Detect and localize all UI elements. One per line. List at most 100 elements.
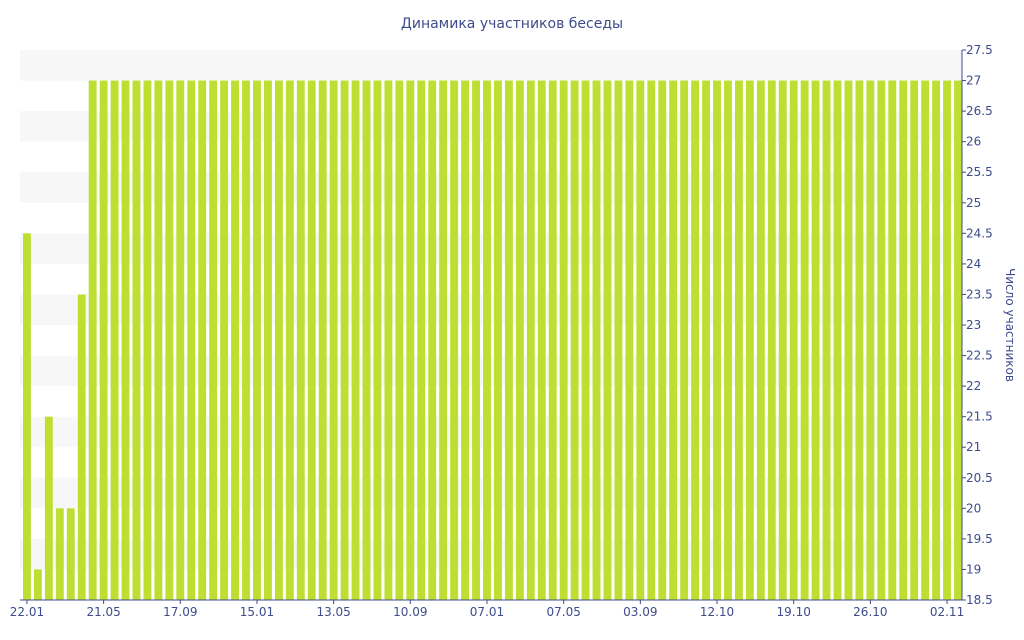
bar-82[interactable] <box>921 80 930 600</box>
y-tick-label: 22.5 <box>966 349 993 363</box>
x-tick-label: 13.05 <box>316 605 350 619</box>
bar-18[interactable] <box>220 80 229 600</box>
bar-20[interactable] <box>242 80 250 600</box>
bar-53[interactable] <box>603 80 612 600</box>
y-tick-label: 23.5 <box>966 287 993 301</box>
bar-66[interactable] <box>745 80 754 600</box>
bar-60[interactable] <box>680 80 689 600</box>
bar-44[interactable] <box>504 80 513 600</box>
x-axis-ticks: 22.01 21.05 17.09 15.01 13.05 10.09 07.01 07.05… <box>10 600 964 619</box>
bar-45[interactable] <box>515 80 524 600</box>
y-tick-label: 19 <box>966 562 981 576</box>
bar-63[interactable] <box>713 80 721 600</box>
bar-23[interactable] <box>274 80 283 600</box>
x-tick-label: 03.09 <box>623 605 657 619</box>
bar-35[interactable] <box>406 80 415 600</box>
bar-39[interactable] <box>450 80 459 600</box>
bar-30[interactable] <box>351 80 360 600</box>
bar-51[interactable] <box>581 80 590 600</box>
y-tick-label: 24.5 <box>966 226 993 240</box>
bar-47[interactable] <box>537 80 546 600</box>
bar-75[interactable] <box>844 80 853 600</box>
x-tick-label: 15.01 <box>240 605 274 619</box>
bar-57[interactable] <box>647 80 656 600</box>
bar-48[interactable] <box>548 80 557 600</box>
bar-37[interactable] <box>428 80 437 600</box>
bar-54[interactable] <box>614 80 623 600</box>
bar-85[interactable] <box>954 80 962 600</box>
bar-67[interactable] <box>756 80 765 600</box>
bar-74[interactable] <box>833 80 842 600</box>
bar-13[interactable] <box>165 80 174 600</box>
bar-11[interactable] <box>143 80 152 600</box>
bar-77[interactable] <box>866 80 875 600</box>
y-tick-label: 26.5 <box>966 104 993 118</box>
bar-7[interactable] <box>99 80 108 600</box>
bar-24[interactable] <box>285 80 294 600</box>
bar-69[interactable] <box>778 80 787 600</box>
bar-33[interactable] <box>384 80 393 600</box>
bar-49[interactable] <box>559 80 568 600</box>
bar-8[interactable] <box>110 80 119 600</box>
bar-0[interactable] <box>23 233 31 600</box>
bar-68[interactable] <box>767 80 776 600</box>
bar-19[interactable] <box>231 80 240 600</box>
bar-65[interactable] <box>734 80 743 600</box>
bar-73[interactable] <box>822 80 831 600</box>
bar-31[interactable] <box>362 80 371 600</box>
bar-16[interactable] <box>198 80 207 600</box>
bar-41[interactable] <box>472 80 480 600</box>
bar-28[interactable] <box>329 80 338 600</box>
bar-80[interactable] <box>899 80 908 600</box>
bar-55[interactable] <box>625 80 634 600</box>
bar-58[interactable] <box>658 80 667 600</box>
bar-56[interactable] <box>636 80 645 600</box>
bar-42[interactable] <box>483 80 491 600</box>
x-tick-label: 17.09 <box>163 605 197 619</box>
bar-15[interactable] <box>187 80 196 600</box>
bar-83[interactable] <box>932 80 941 600</box>
bar-70[interactable] <box>789 80 798 600</box>
bar-22[interactable] <box>263 80 272 600</box>
x-tick-label: 22.01 <box>10 605 44 619</box>
bar-14[interactable] <box>176 80 185 600</box>
bar-32[interactable] <box>373 80 382 600</box>
bar-9[interactable] <box>121 80 130 600</box>
bar-81[interactable] <box>910 80 919 600</box>
bar-76[interactable] <box>855 80 864 600</box>
bar-43[interactable] <box>494 80 502 600</box>
bar-64[interactable] <box>724 80 732 600</box>
y-tick-label: 21 <box>966 440 981 454</box>
bar-71[interactable] <box>800 80 809 600</box>
bar-10[interactable] <box>132 80 141 600</box>
bar-79[interactable] <box>888 80 897 600</box>
bar-78[interactable] <box>877 80 886 600</box>
bar-36[interactable] <box>417 80 426 600</box>
bar-6[interactable] <box>88 80 97 600</box>
x-tick-label: 10.09 <box>393 605 427 619</box>
bar-34[interactable] <box>395 80 404 600</box>
bar-4[interactable] <box>66 508 75 600</box>
bar-25[interactable] <box>296 80 305 600</box>
bar-1[interactable] <box>33 569 42 600</box>
bar-40[interactable] <box>461 80 470 600</box>
bar-29[interactable] <box>340 80 349 600</box>
bar-50[interactable] <box>570 80 579 600</box>
bar-52[interactable] <box>592 80 601 600</box>
bar-84[interactable] <box>943 80 951 600</box>
bar-21[interactable] <box>253 80 261 600</box>
bar-17[interactable] <box>209 80 218 600</box>
bar-46[interactable] <box>526 80 535 600</box>
bar-5[interactable] <box>77 294 86 600</box>
bar-12[interactable] <box>154 80 163 600</box>
bar-38[interactable] <box>439 80 448 600</box>
bar-62[interactable] <box>702 80 711 600</box>
bar-72[interactable] <box>811 80 820 600</box>
y-axis-label: Число участников <box>1003 268 1017 382</box>
bar-26[interactable] <box>307 80 316 600</box>
bar-59[interactable] <box>669 80 678 600</box>
bar-27[interactable] <box>318 80 327 600</box>
bar-61[interactable] <box>691 80 700 600</box>
bar-2[interactable] <box>44 416 53 600</box>
bar-3[interactable] <box>55 508 64 600</box>
